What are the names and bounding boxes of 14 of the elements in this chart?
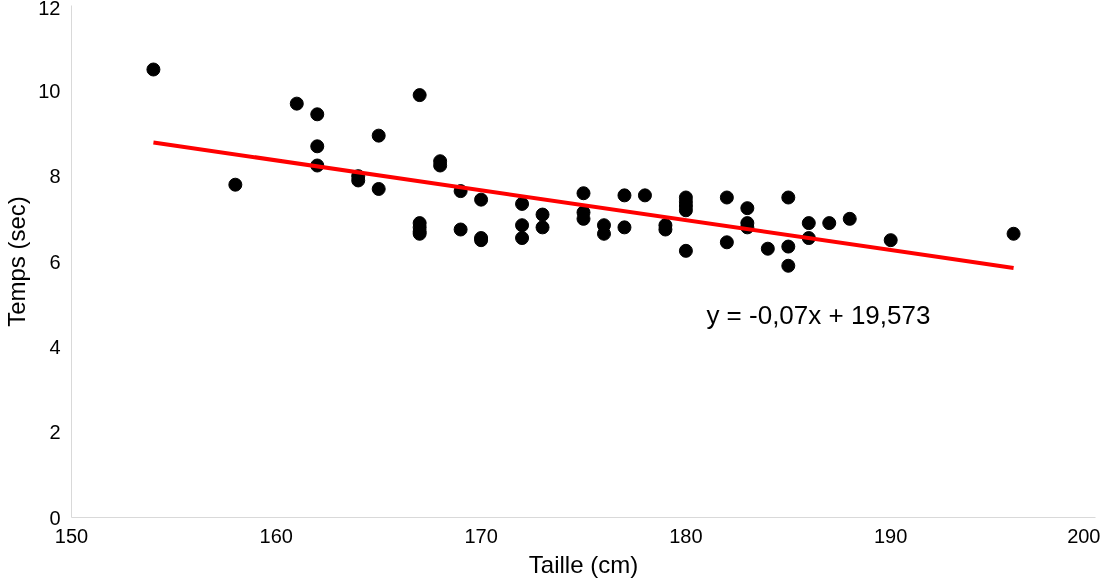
y-tick-label: 2	[49, 421, 61, 444]
y-tick-label: 6	[49, 250, 61, 273]
y-tick-label: 4	[49, 335, 61, 358]
x-tick-label: 180	[669, 524, 703, 547]
y-axis-title: Temps (sec)	[3, 196, 31, 327]
y-tick-label: 8	[49, 165, 61, 188]
x-tick-label: 160	[259, 524, 293, 547]
y-tick-label: 12	[38, 0, 61, 19]
x-tick-label: 170	[464, 524, 498, 547]
x-tick-label: 190	[874, 524, 908, 547]
y-tick-label: 10	[38, 79, 61, 102]
x-tick-label: 200	[1067, 524, 1101, 547]
annotation: y = -0,07x + 19,573	[706, 299, 931, 330]
x-axis-title: Taille (cm)	[528, 550, 639, 578]
